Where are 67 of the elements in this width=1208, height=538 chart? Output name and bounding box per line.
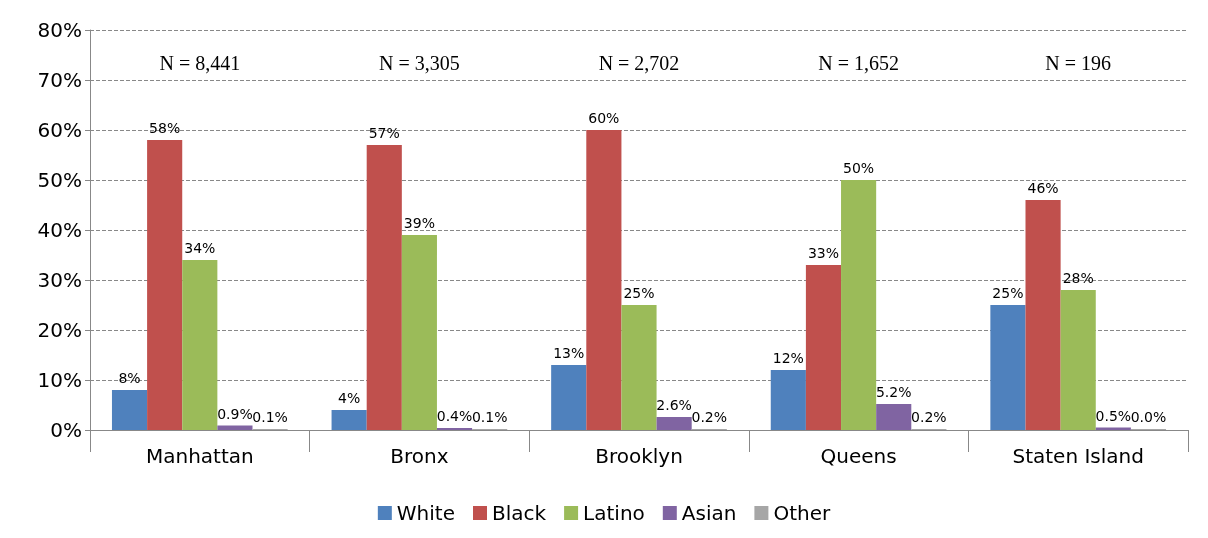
y-tick-label: 20%: [37, 318, 82, 342]
data-label: 0.5%: [1095, 407, 1132, 424]
legend-label: Asian: [681, 501, 737, 525]
bar: [805, 265, 842, 430]
data-label: 13%: [553, 345, 585, 361]
bar: [876, 404, 912, 430]
annotation: N = 3,305: [379, 52, 460, 74]
legend-label: Latino: [583, 501, 645, 525]
y-tick-label: 30%: [37, 268, 82, 292]
annotation: N = 8,441: [159, 52, 241, 74]
bar: [217, 425, 253, 430]
bar: [656, 417, 692, 430]
legend-label: White: [396, 501, 455, 525]
bar: [770, 370, 806, 430]
data-label: 0.1%: [471, 409, 508, 425]
bar: [990, 305, 1026, 430]
bar: [111, 390, 148, 430]
bar: [621, 305, 657, 430]
bar: [1060, 290, 1096, 430]
data-label: 2.6%: [656, 397, 692, 413]
y-tick-label: 40%: [37, 218, 82, 242]
data-label: 58%: [149, 120, 181, 136]
bar: [331, 410, 367, 430]
data-label: 0.2%: [691, 409, 728, 425]
y-tick-label: 10%: [37, 368, 82, 392]
data-label: 50%: [843, 160, 875, 176]
bar: [586, 130, 622, 430]
data-label: 46%: [1027, 180, 1059, 196]
annotation: N = 2,702: [598, 52, 680, 74]
data-label: 25%: [992, 285, 1024, 301]
y-tick-label: 50%: [37, 168, 82, 192]
bar: [1025, 200, 1061, 430]
bar: [551, 365, 587, 430]
data-label: 25%: [623, 285, 655, 301]
data-label: 34%: [184, 240, 216, 256]
annotation: N = 196: [1045, 52, 1112, 74]
data-label: 0.9%: [217, 405, 253, 422]
data-label: 0.1%: [252, 409, 288, 425]
legend-label: Other: [773, 501, 831, 525]
data-label: 4%: [338, 390, 361, 406]
x-tick-label: Manhattan: [145, 444, 254, 468]
data-label: 5.2%: [875, 384, 912, 400]
bar: [841, 180, 877, 430]
bar: [366, 145, 402, 430]
y-tick-label: 60%: [37, 118, 82, 142]
data-label: 8%: [118, 370, 141, 386]
data-label: 28%: [1062, 270, 1094, 286]
legend-label: Black: [491, 501, 547, 525]
data-label: 0.4%: [436, 408, 473, 424]
y-tick-label: 0%: [50, 418, 82, 442]
data-label: 33%: [807, 245, 840, 261]
bar: [147, 140, 183, 430]
y-tick-label: 80%: [37, 18, 82, 42]
data-label: 39%: [403, 215, 435, 231]
data-label: 57%: [368, 125, 400, 141]
y-tick-label: 70%: [37, 68, 82, 92]
x-tick-label: Bronx: [390, 444, 449, 468]
x-tick-label: Staten Island: [1012, 444, 1144, 468]
bar: [182, 260, 218, 430]
x-tick-label: Brooklyn: [595, 444, 683, 468]
x-tick-label: Queens: [820, 444, 897, 468]
data-label: 12%: [772, 350, 804, 366]
data-label: 0.0%: [1130, 409, 1167, 425]
annotation: N = 1,652: [818, 52, 899, 74]
bar: [401, 235, 437, 430]
data-label: 0.2%: [911, 409, 947, 425]
data-label: 60%: [588, 110, 620, 126]
